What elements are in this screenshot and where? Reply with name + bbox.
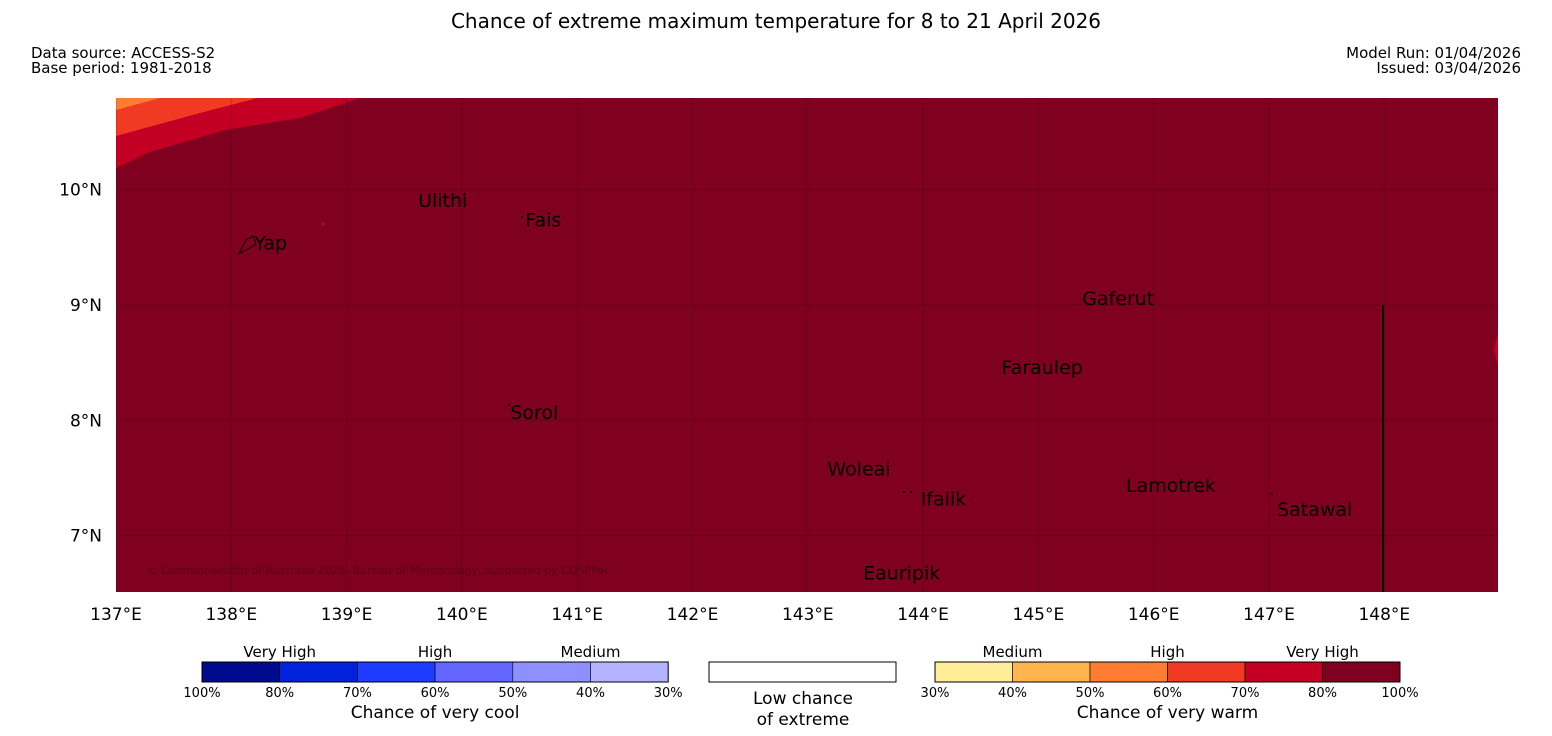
legend-swatch (1244, 661, 1323, 683)
map-area: Ulithi Fais Yap Gaferut Faraulep Sorol Woleai L… (116, 98, 1498, 592)
place-label: Eauripik (863, 562, 940, 584)
legend-tick-label: 100% (183, 686, 220, 701)
model-run-label: Model Run: 01/04/2026 (1346, 44, 1521, 62)
place-label: Ulithi (418, 190, 467, 212)
legend-header: Very High (243, 643, 316, 661)
y-tick-label: 7°N (70, 527, 102, 547)
legend-frame (201, 661, 669, 683)
x-tick-label: 141°E (551, 605, 603, 625)
y-axis-ticks: 10°N 9°N 8°N 7°N (59, 181, 102, 547)
legend-tick-label: 60% (1153, 686, 1182, 701)
legend-swatch (201, 661, 280, 683)
warm-legend: 30% 40% 50% 60% 70% 80% 100% Medium High Very Hig… (921, 643, 1419, 723)
legend-swatch (934, 661, 1013, 683)
x-tick-label: 144°E (897, 605, 949, 625)
map-fill (116, 98, 1498, 592)
legend-swatch (512, 661, 591, 683)
place-label: Yap (253, 233, 287, 255)
x-tick-label: 142°E (667, 605, 719, 625)
base-period-label: Base period: 1981-2018 (31, 59, 212, 77)
legend-header: High (1150, 643, 1184, 661)
legend-frame (934, 661, 1401, 683)
warm-60-70-region (116, 98, 258, 136)
place-label: Fais (525, 210, 561, 232)
legend-swatch (1089, 661, 1168, 683)
legend-tick-label: 70% (343, 686, 372, 701)
legend-tick-label: 70% (1231, 686, 1260, 701)
legend-tick-label: 100% (1381, 686, 1418, 701)
place-label: Lamotrek (1126, 475, 1216, 497)
page-title: Chance of extreme maximum temperature fo… (450, 9, 1102, 33)
legend-swatch (434, 661, 514, 683)
copyright-notice: © Commonwealth of Australia 2026, Bureau… (147, 564, 610, 577)
run-info: Model Run: 01/04/2026 Issued: 03/04/2026 (1346, 46, 1521, 76)
place-label: Gaferut (1082, 288, 1154, 310)
legend-title: Chance of very cool (351, 703, 520, 723)
legend-tick-label: 80% (265, 686, 294, 701)
x-tick-label: 145°E (1013, 605, 1065, 625)
place-label: Sorol (510, 402, 558, 424)
legend-tick-label: 30% (654, 686, 683, 701)
legend-swatch (1167, 661, 1246, 683)
ifalik-island-marker (910, 491, 912, 493)
legend-swatch (590, 661, 669, 683)
gridlines (116, 98, 1498, 592)
x-tick-label: 147°E (1243, 605, 1295, 625)
x-tick-label: 143°E (782, 605, 834, 625)
place-label: Faraulep (1002, 357, 1083, 379)
legend-header: High (418, 643, 452, 661)
cool-legend: 100% 80% 70% 60% 50% 40% 30% Very High High Mediu… (183, 643, 682, 723)
x-tick-label: 146°E (1128, 605, 1180, 625)
x-axis-ticks: 137°E 138°E 139°E 140°E 141°E 142°E 143°E 144°E… (90, 605, 1410, 625)
ifalik-island-marker (903, 491, 905, 493)
x-tick-label: 138°E (205, 605, 257, 625)
place-label: Ifalik (921, 489, 967, 511)
fais-island-marker (521, 216, 523, 218)
warm-50-60-region (116, 98, 160, 110)
neutral-swatch (708, 661, 897, 683)
y-tick-label: 8°N (70, 411, 102, 431)
place-label: Woleai (827, 459, 890, 481)
legend-title: Chance of very warm (1077, 703, 1258, 723)
legend-header: Very High (1286, 643, 1359, 661)
warm-edge-region (1494, 333, 1498, 365)
island-marker (321, 222, 325, 226)
neutral-legend: Low chance of extreme (708, 661, 897, 730)
legend-swatch (1322, 661, 1401, 683)
x-tick-label: 140°E (436, 605, 488, 625)
place-labels: Ulithi Fais Yap Gaferut Faraulep Sorol Woleai L… (253, 190, 1352, 584)
legend-tick-label: 60% (421, 686, 450, 701)
legend-tick-label: 50% (1076, 686, 1105, 701)
legend-swatch (279, 661, 358, 683)
data-info: Data source: ACCESS-S2 Base period: 1981… (31, 46, 215, 76)
legend-tick-label: 80% (1308, 686, 1337, 701)
legend-header: Medium (983, 643, 1043, 661)
neutral-title-line1: Low chance (753, 689, 853, 709)
issued-label: Issued: 03/04/2026 (1376, 59, 1521, 77)
legend-tick-label: 30% (921, 686, 950, 701)
yap-island-outline (237, 235, 257, 256)
legend-tick-label: 40% (576, 686, 605, 701)
legend-swatch (357, 661, 436, 683)
neutral-title-line2: of extreme (757, 710, 850, 730)
sorol-island-marker (508, 404, 510, 406)
legend-header: Medium (561, 643, 621, 661)
x-tick-label: 139°E (321, 605, 373, 625)
place-label: Satawal (1277, 499, 1352, 521)
satawal-island-marker (1271, 493, 1273, 495)
data-source-label: Data source: ACCESS-S2 (31, 44, 216, 62)
y-tick-label: 9°N (70, 296, 102, 316)
x-tick-label: 137°E (90, 605, 142, 625)
map: Ulithi Fais Yap Gaferut Faraulep Sorol Woleai L… (59, 98, 1498, 625)
y-tick-label: 10°N (59, 181, 102, 201)
legend-tick-label: 50% (498, 686, 527, 701)
legend-tick-label: 40% (998, 686, 1027, 701)
x-tick-label: 148°E (1358, 605, 1410, 625)
legend-swatch (1012, 661, 1091, 683)
